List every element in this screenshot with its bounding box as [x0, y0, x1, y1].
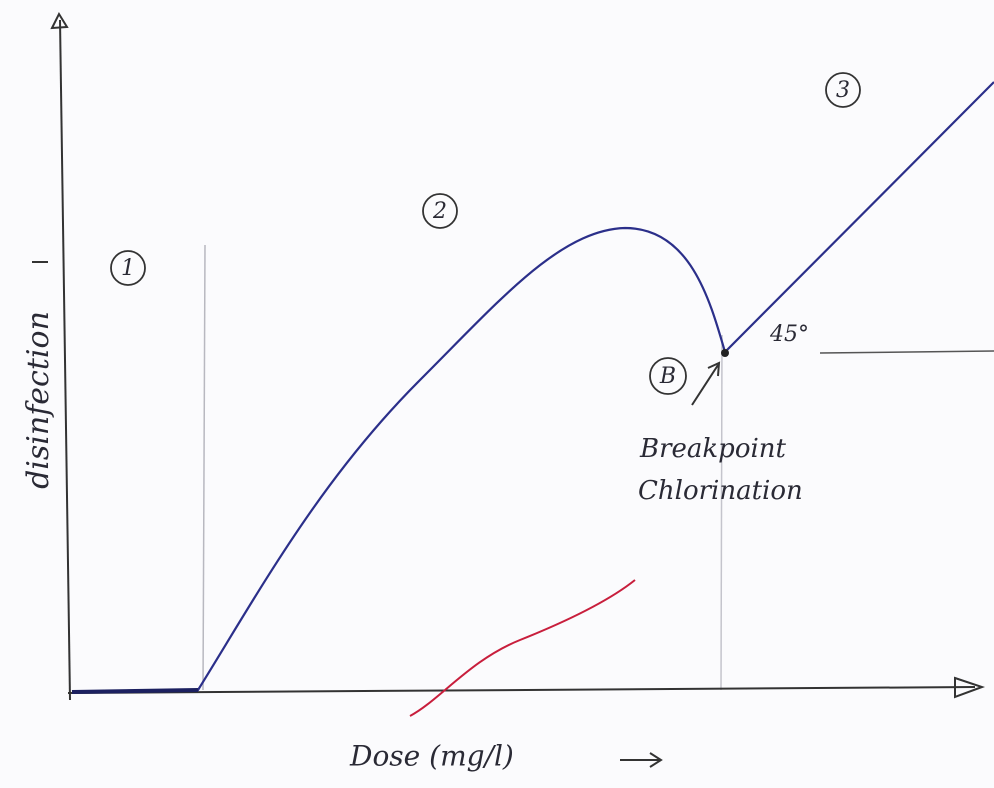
breakpoint-label: Chlorination: [638, 476, 803, 506]
zone-label: 1: [121, 256, 135, 281]
breakpoint-label: Breakpoint: [639, 434, 787, 464]
y-axis: [59, 19, 71, 701]
x-axis: [67, 686, 976, 694]
x-label-arrow: [620, 752, 663, 768]
reference-line: [819, 350, 994, 354]
chlorine-residual-curve: [71, 81, 994, 694]
zone-circle: [825, 72, 861, 108]
breakpoint-dot: [721, 349, 729, 357]
zone-label: 2: [432, 199, 447, 224]
zone-circle: [422, 193, 458, 229]
angle-label: 45°: [769, 322, 809, 347]
breakpoint-marker: B: [659, 364, 676, 389]
zone-label: 3: [836, 78, 850, 103]
breakpoint-arrow: [691, 361, 721, 406]
breakpoint-circle: [649, 357, 687, 395]
zone-divider: [202, 244, 206, 691]
x-axis-arrow: [954, 676, 986, 699]
red-line: [409, 579, 636, 717]
zone-circle: [110, 250, 146, 286]
zone-divider: [720, 334, 723, 691]
x-axis-label: Dose (mg/l): [349, 740, 514, 773]
initial-flat: [71, 688, 199, 694]
y-axis-arrow: [50, 11, 69, 30]
y-axis-label: disinfection: [21, 311, 56, 489]
